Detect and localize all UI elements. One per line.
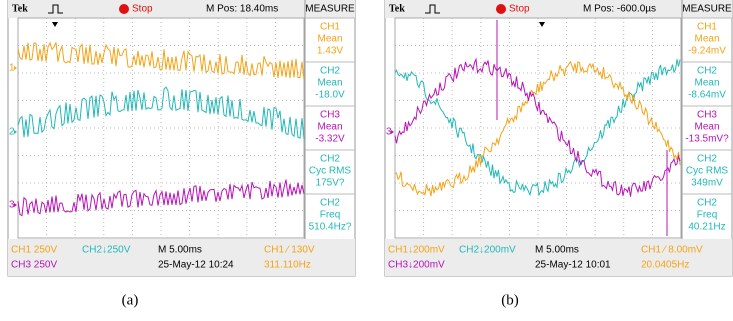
top-bar [385,0,732,18]
measure-label: Cyc RMS [309,166,352,177]
brand: Tek [12,3,28,14]
status: Stop [509,4,530,15]
footer-date: 25-May-12 10:24 [158,260,234,271]
measure-label: Freq [697,210,718,221]
measure-channel: CH2 [320,154,340,165]
footer-date: 25-May-12 10:01 [535,260,611,271]
measure-channel: CH3 [320,110,340,121]
screen-bg [8,0,355,276]
measure-channel: CH2 [697,66,717,77]
m-pos: M Pos: -600.0µs [583,4,656,15]
measure-label: Mean [694,78,719,89]
measure-value: 349mV [691,178,723,189]
measure-channel: CH1 [697,22,717,33]
stop-dot [496,4,506,14]
measure-label: Freq [320,210,341,221]
measure-value: 40.21Hz [688,222,725,233]
measure-label: Mean [317,78,342,89]
measure-value: 510.4Hz? [309,222,352,233]
measure-channel: CH2 [697,154,717,165]
stop-dot [119,4,129,14]
measure-label: Mean [694,34,719,45]
m-pos: M Pos: 18.40ms [206,4,278,15]
measure-value: -9.24mV [688,46,726,57]
measure-value: 1.43V [317,46,343,57]
footer-ch1-scale: CH1 250V [11,245,57,256]
footer-timebase: M 5.00ms [535,245,579,256]
measure-channel: CH2 [320,198,340,209]
footer-trigger: CH1 ⁄ 130V [264,245,315,256]
measure-channel: CH1 [320,22,340,33]
footer-ch2-scale: CH2↓200mV [459,245,516,256]
measure-title: MEASURE [682,4,732,15]
footer-freq: 311.110Hz [264,260,311,271]
brand: Tek [389,3,405,14]
measure-value: -3.32V [315,134,345,145]
measure-value: -18.0V [315,90,345,101]
footer-timebase: M 5.00ms [158,245,202,256]
measure-label: Mean [317,122,342,133]
measure-value: -8.64mV [688,90,726,101]
status: Stop [132,4,153,15]
measure-label: Mean [317,34,342,45]
measure-channel: CH3 [697,110,717,121]
measure-value: 175V? [316,178,345,189]
measure-channel: CH2 [697,198,717,209]
measure-label: Cyc RMS [686,166,729,177]
measure-value: -13.5mV? [685,134,729,145]
measure-label: Mean [694,122,719,133]
measure-channel: CH2 [320,66,340,77]
measure-title: MEASURE [305,4,355,15]
footer-ch2-scale: CH2↓250V [82,245,131,256]
figure: TekStopM Pos: 18.40msMEASURE123CH1Mean1.… [0,0,733,321]
caption: (b) [501,292,519,308]
footer-ch3-scale: CH3↓200mV [388,260,445,271]
footer-freq: 20.0405Hz [641,260,689,271]
caption: (a) [122,292,139,308]
top-bar [8,0,355,18]
footer-ch1-scale: CH1↓200mV [388,245,445,256]
footer-trigger: CH1 ⁄ 8.00mV [641,245,703,256]
footer-ch3-scale: CH3 250V [11,260,57,271]
